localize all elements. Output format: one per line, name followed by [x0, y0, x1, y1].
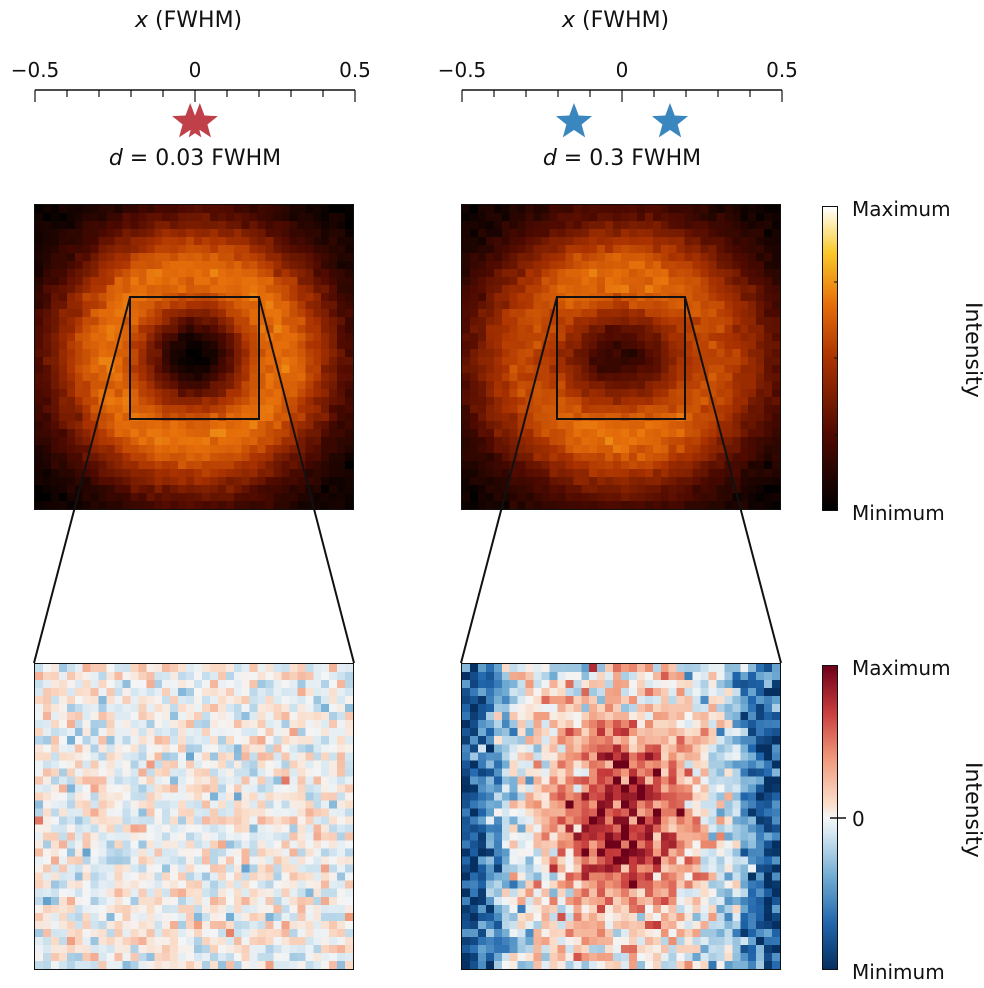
right-difference-image [461, 663, 781, 970]
left-connector-left [33, 296, 131, 664]
left-axis-var: x [135, 8, 149, 33]
right-separation-label: d = 0.3 FWHM [543, 146, 701, 171]
left-difference-image [34, 663, 354, 970]
right-axis-unit: (FWHM) [582, 8, 670, 33]
right-separation-text: = 0.3 FWHM [556, 146, 702, 171]
right-emitter-stars [555, 103, 689, 138]
right-emitter-star-1 [555, 103, 593, 138]
top-colorbar-min-label: Minimum [852, 501, 945, 525]
left-tick-label-min: −0.5 [10, 58, 60, 82]
right-separation-var: d [542, 146, 557, 171]
right-connector-left [460, 296, 558, 664]
left-emitter-stars [172, 103, 218, 138]
left-separation-var: d [108, 146, 123, 171]
right-zoom-box [556, 296, 686, 420]
left-separation-text: = 0.03 FWHM [122, 146, 282, 171]
right-tick-label-zero: 0 [615, 58, 629, 82]
right-axis-var: x [562, 8, 576, 33]
left-zoom-box [129, 296, 260, 420]
right-tick-label-max: 0.5 [766, 58, 798, 82]
bottom-colorbar-min-label: Minimum [852, 960, 945, 984]
left-axis-title: x (FWHM) [135, 8, 242, 33]
top-colorbar-max-label: Maximum [852, 197, 951, 221]
left-emitter-star-2 [181, 103, 218, 138]
right-axis-title: x (FWHM) [562, 8, 669, 33]
left-separation-label: d = 0.03 FWHM [109, 146, 281, 171]
left-axis-unit: (FWHM) [155, 8, 243, 33]
bottom-colorbar-mid-label: 0 [852, 807, 865, 831]
left-axis [34, 89, 356, 102]
left-tick-label-zero: 0 [188, 58, 202, 82]
left-connector-right [258, 296, 355, 664]
bottom-colorbar-max-label: Maximum [852, 656, 951, 680]
right-emitter-star-2 [651, 103, 689, 138]
right-connector-right [684, 296, 782, 664]
right-tick-label-min: −0.5 [437, 58, 487, 82]
left-tick-label-max: 0.5 [339, 58, 371, 82]
right-axis [461, 89, 783, 102]
